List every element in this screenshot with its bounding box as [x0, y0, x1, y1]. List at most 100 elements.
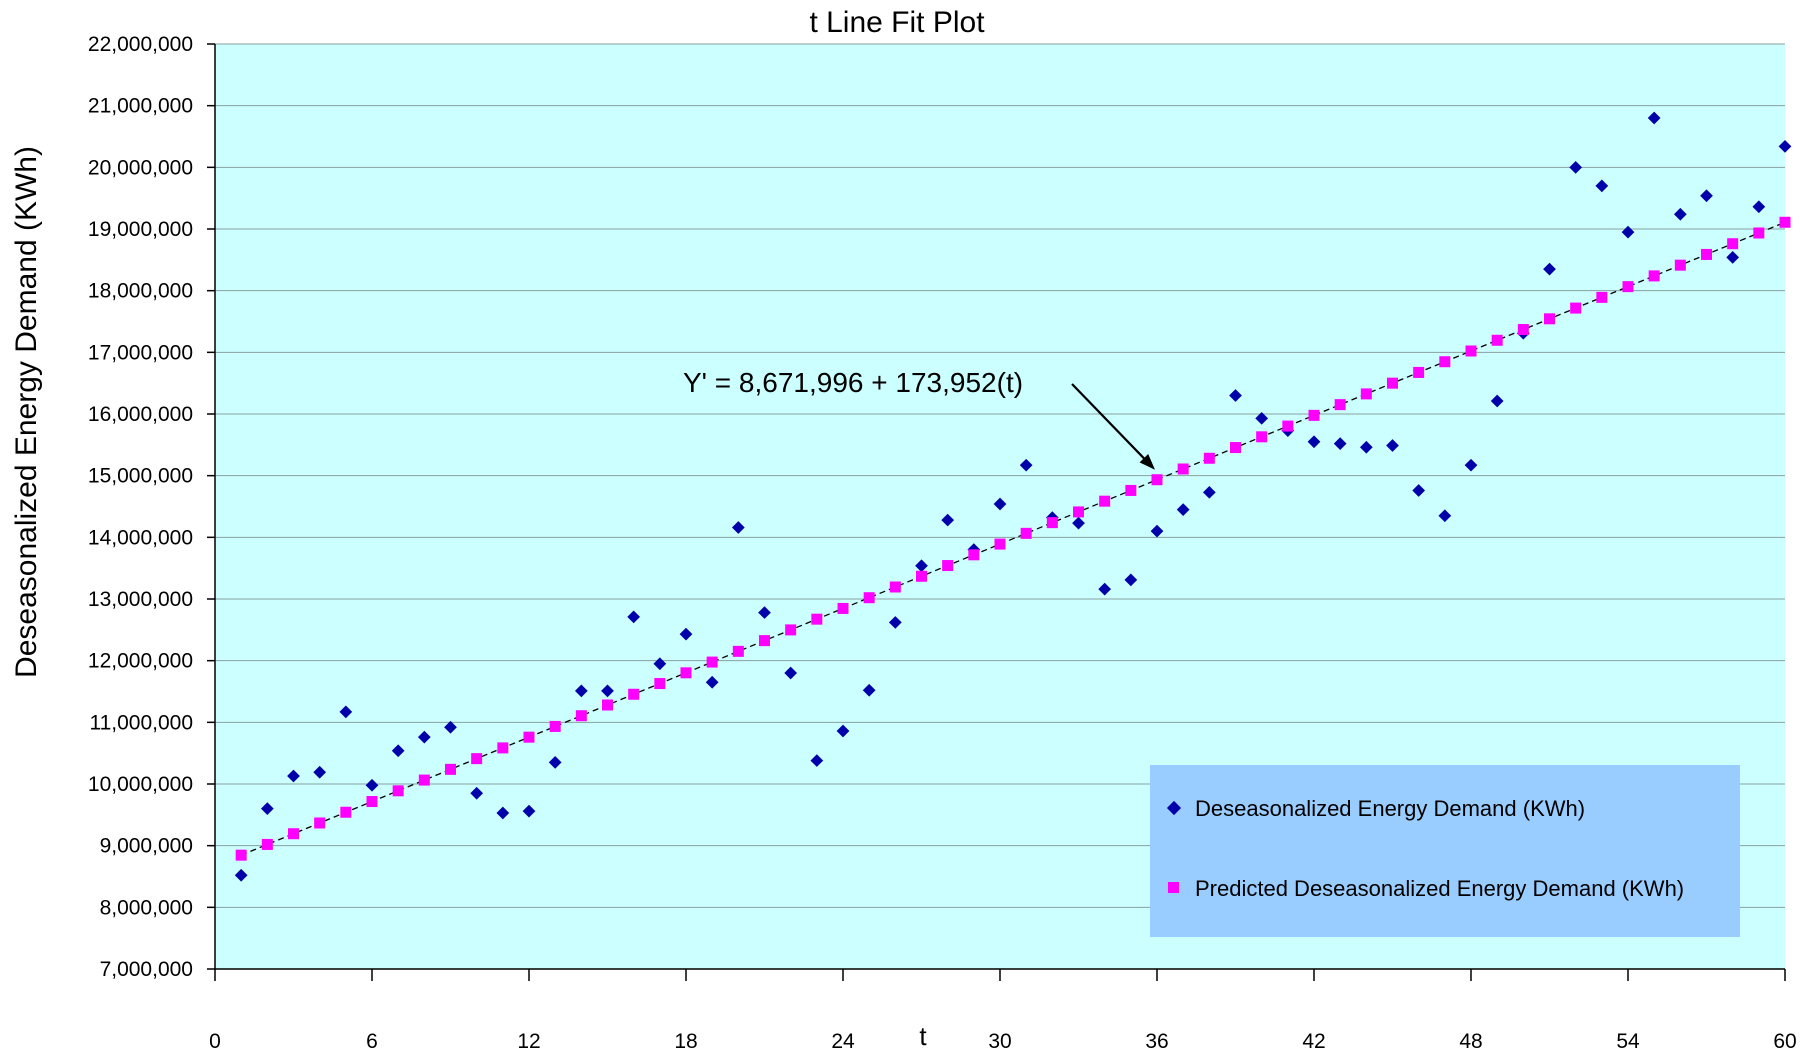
predicted-point — [314, 817, 326, 829]
y-tick-label: 9,000,000 — [100, 835, 193, 858]
y-tick-label: 7,000,000 — [100, 958, 193, 981]
predicted-point — [706, 656, 718, 668]
y-tick-label: 14,000,000 — [88, 526, 193, 549]
predicted-point — [837, 602, 849, 614]
annotation-arrowhead — [1139, 454, 1155, 470]
predicted-point — [1073, 506, 1084, 518]
y-tick-label: 8,000,000 — [100, 896, 193, 919]
predicted-point — [654, 678, 666, 690]
predicted-point — [1753, 227, 1765, 239]
predicted-point — [418, 774, 430, 786]
x-tick-label: 54 — [1616, 1030, 1640, 1052]
x-tick-label: 0 — [209, 1030, 221, 1052]
predicted-point — [1360, 388, 1372, 400]
x-tick-label: 6 — [366, 1030, 378, 1052]
predicted-point — [1491, 334, 1503, 346]
y-tick-label: 21,000,000 — [88, 95, 193, 118]
predicted-point — [1465, 345, 1477, 357]
predicted-point — [1596, 291, 1608, 303]
series-predicted — [235, 216, 1791, 861]
predicted-point — [1413, 366, 1425, 378]
legend-box — [1150, 765, 1740, 937]
predicted-point — [916, 570, 927, 582]
x-tick-label: 60 — [1773, 1030, 1796, 1052]
predicted-point — [497, 742, 509, 754]
predicted-point — [1517, 324, 1529, 336]
predicted-point — [1256, 431, 1268, 443]
predicted-point — [759, 635, 770, 647]
y-tick-label: 10,000,000 — [88, 773, 193, 796]
predicted-point — [1308, 409, 1320, 421]
predicted-point — [1727, 238, 1739, 250]
predicted-point — [1622, 281, 1634, 293]
x-tick-label: 48 — [1459, 1030, 1482, 1052]
predicted-point — [1779, 216, 1791, 228]
axes — [207, 43, 1786, 981]
predicted-point — [602, 699, 613, 711]
legend-label-predicted: Predicted Deseasonalized Energy Demand (… — [1195, 876, 1684, 901]
legend-square-marker — [1168, 882, 1179, 893]
predicted-point — [549, 720, 561, 732]
chart-title: t Line Fit Plot — [809, 6, 985, 39]
predicted-point — [1648, 270, 1660, 282]
predicted-point — [1203, 452, 1215, 464]
predicted-point — [680, 667, 692, 679]
x-axis-label: t — [919, 1021, 927, 1051]
predicted-point — [1282, 420, 1294, 432]
legend: Deseasonalized Energy Demand (KWh) Predi… — [1150, 765, 1740, 937]
x-tick-label: 18 — [674, 1030, 697, 1052]
y-tick-label: 18,000,000 — [88, 280, 193, 303]
x-tick-labels: 0 6 12 18 24 30 36 42 48 54 60 — [209, 1030, 1797, 1052]
predicted-point — [889, 581, 901, 593]
predicted-point — [392, 785, 404, 797]
y-axis-label: Deseasonalized Energy Demand (KWh) — [10, 146, 43, 678]
predicted-point — [628, 688, 640, 700]
gridlines — [215, 43, 1785, 908]
predicted-point — [1177, 463, 1189, 475]
annotation-arrow — [1071, 383, 1149, 464]
y-tick-label: 11,000,000 — [89, 711, 193, 734]
x-tick-label: 12 — [517, 1030, 540, 1052]
predicted-point — [445, 763, 456, 775]
y-tick-label: 22,000,000 — [88, 33, 193, 56]
predicted-point — [785, 624, 797, 636]
x-tick-label: 42 — [1302, 1030, 1325, 1052]
y-tick-label: 17,000,000 — [88, 341, 193, 364]
y-tick-label: 13,000,000 — [88, 588, 193, 611]
predicted-point — [1020, 527, 1032, 539]
predicted-point — [732, 645, 744, 657]
y-tick-label: 20,000,000 — [88, 156, 193, 179]
predicted-point — [1544, 313, 1555, 325]
predicted-point — [1099, 495, 1111, 507]
legend-diamond-marker — [1166, 800, 1182, 816]
predicted-point — [523, 731, 535, 743]
predicted-point — [1439, 356, 1451, 368]
predicted-point — [1701, 248, 1712, 260]
predicted-point — [471, 753, 483, 765]
predicted-point — [1230, 442, 1241, 454]
predicted-point — [575, 710, 587, 722]
predicted-point — [288, 828, 299, 840]
predicted-point — [1046, 517, 1058, 529]
predicted-point — [1674, 259, 1686, 271]
predicted-point — [1125, 484, 1137, 496]
y-tick-labels: 7,000,000 8,000,000 9,000,000 10,000,000 11,… — [88, 33, 193, 981]
predicted-point — [1387, 377, 1398, 389]
x-tick-label: 24 — [831, 1030, 855, 1052]
predicted-point — [994, 538, 1006, 550]
y-tick-label: 12,000,000 — [88, 650, 193, 673]
x-tick-label: 30 — [988, 1030, 1011, 1052]
predicted-point — [811, 613, 823, 625]
x-tick-label: 36 — [1145, 1030, 1168, 1052]
predicted-point — [340, 806, 352, 818]
predicted-point — [1570, 302, 1582, 314]
predicted-point — [261, 838, 273, 850]
regression-equation: Y' = 8,671,996 + 173,952(t) — [683, 367, 1023, 398]
predicted-point — [863, 592, 875, 604]
y-tick-label: 15,000,000 — [88, 465, 193, 488]
predicted-point — [1334, 399, 1346, 411]
predicted-point — [1151, 474, 1163, 486]
y-tick-label: 16,000,000 — [88, 403, 193, 426]
predicted-point — [942, 560, 954, 572]
